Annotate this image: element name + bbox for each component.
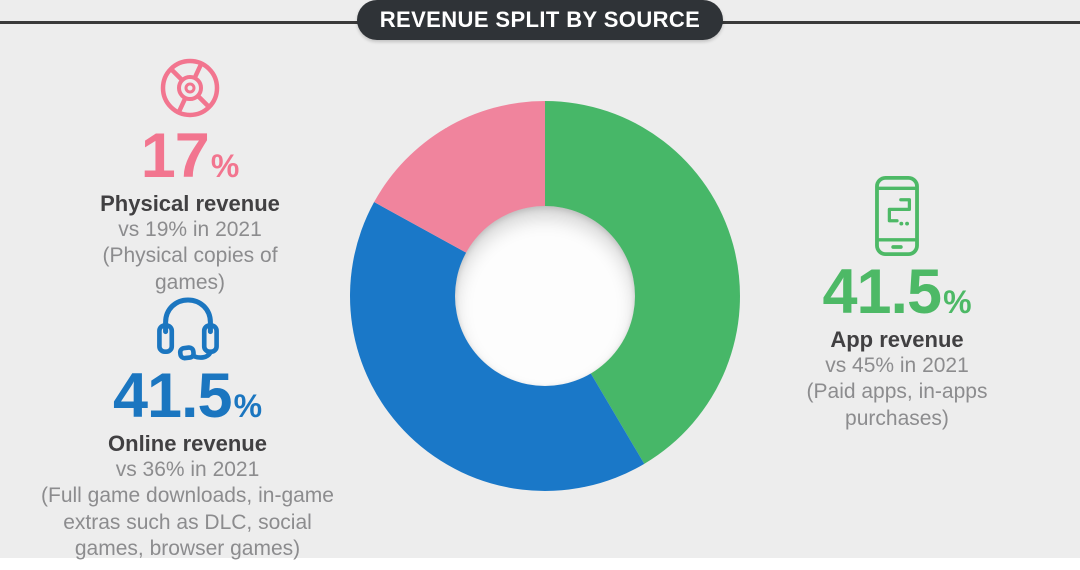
legend-app-revenue: 41.5% App revenue vs 45% in 2021 (Paid a… [772,175,1022,432]
page-title: REVENUE SPLIT BY SOURCE [379,7,701,32]
physical-caption: (Physical copies of games) [102,244,278,294]
smartphone-icon [875,175,919,257]
physical-comparison: vs 19% in 2021 [118,218,262,242]
donut-slice-app-revenue [545,101,740,464]
app-heading: App revenue [830,326,964,352]
app-comparison: vs 45% in 2021 [825,354,969,378]
donut-hole [455,206,635,386]
legend-physical-revenue: 17% Physical revenue vs 19% in 2021 (Phy… [65,55,315,296]
legend-online-revenue: 41.5% Online revenue vs 36% in 2021 (Ful… [15,293,360,562]
online-heading: Online revenue [108,430,267,456]
cd-disc-icon [160,58,220,118]
online-percent: 41.5% [112,361,263,431]
headset-icon [156,297,219,361]
physical-heading: Physical revenue [100,190,280,216]
physical-percent: 17% [140,121,240,191]
app-percent: 41.5% [822,257,972,327]
title-banner: REVENUE SPLIT BY SOURCE [357,0,723,40]
online-comparison: vs 36% in 2021 [115,458,260,482]
online-caption: (Full game downloads, in-game extras suc… [41,484,334,560]
app-caption: (Paid apps, in-apps purchases) [806,380,988,430]
